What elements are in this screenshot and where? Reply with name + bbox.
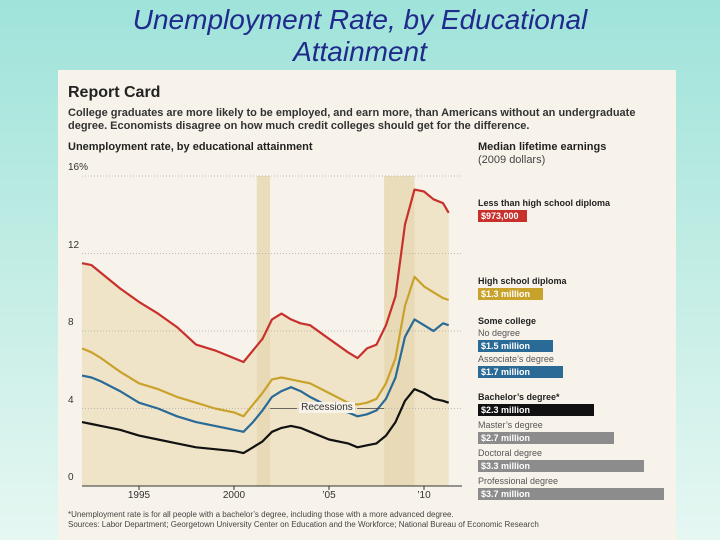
earnings-bar: $3.3 million <box>478 460 644 472</box>
series-line-1 <box>81 188 450 364</box>
x-tick-label: 1995 <box>127 490 151 501</box>
footnote-line-1: *Unemployment rate is for all people wit… <box>68 510 454 519</box>
slide-title: Unemployment Rate, by Educational Attain… <box>0 4 720 68</box>
series-line-4 <box>81 388 450 455</box>
series-line-2 <box>81 275 450 418</box>
earnings-subtitle: (2009 dollars) <box>478 154 546 166</box>
card-title: Report Card <box>68 84 161 101</box>
earnings-label: Some college <box>478 316 537 326</box>
y-tick-label: 16% <box>68 162 89 173</box>
series-line-3 <box>81 318 450 433</box>
earnings-bar: $973,000 <box>478 210 527 222</box>
y-tick-label: 0 <box>68 472 74 483</box>
card-intro: College graduates are more likely to be … <box>68 107 636 132</box>
earnings-label: No degree <box>478 328 521 338</box>
earnings-bar: $1.7 million <box>478 366 563 378</box>
earnings-bar: $1.3 million <box>478 288 543 300</box>
earnings-label: Less than high school diploma <box>478 198 611 208</box>
y-tick-label: 4 <box>68 394 74 406</box>
footnote-line-2: Sources: Labor Department; Georgetown Un… <box>68 520 539 529</box>
x-tick-label: ’05 <box>322 490 336 501</box>
x-tick-label: ’10 <box>417 490 431 501</box>
slide-title-line-2: Attainment <box>293 36 427 67</box>
earnings-label: Bachelor’s degree* <box>478 392 560 402</box>
earnings-label: Professional degree <box>478 476 559 486</box>
earnings-bar: $1.5 million <box>478 340 553 352</box>
earnings-title: Median lifetime earnings <box>478 141 607 153</box>
x-tick-label: 2000 <box>222 490 246 501</box>
footnote: *Unemployment rate is for all people wit… <box>68 510 668 530</box>
recession-label: Recessions <box>299 401 355 413</box>
y-tick-label: 12 <box>68 239 80 251</box>
earnings-bar: $2.7 million <box>478 432 614 444</box>
earnings-label: High school diploma <box>478 276 567 286</box>
unemployment-line-chart <box>81 175 462 490</box>
earnings-label: Master’s degree <box>478 420 543 430</box>
earnings-label: Associate’s degree <box>478 354 554 364</box>
slide-title-line-1: Unemployment Rate, by Educational <box>132 4 588 35</box>
y-tick-label: 8 <box>68 317 74 328</box>
earnings-bar: $2.3 million <box>478 404 594 416</box>
earnings-bar: $3.7 million <box>478 488 664 500</box>
recession-band-1 <box>256 176 271 486</box>
chart-title: Unemployment rate, by educational attain… <box>68 141 313 153</box>
report-card: Report Card College graduates are more l… <box>58 70 676 540</box>
earnings-label: Doctoral degree <box>478 448 543 458</box>
